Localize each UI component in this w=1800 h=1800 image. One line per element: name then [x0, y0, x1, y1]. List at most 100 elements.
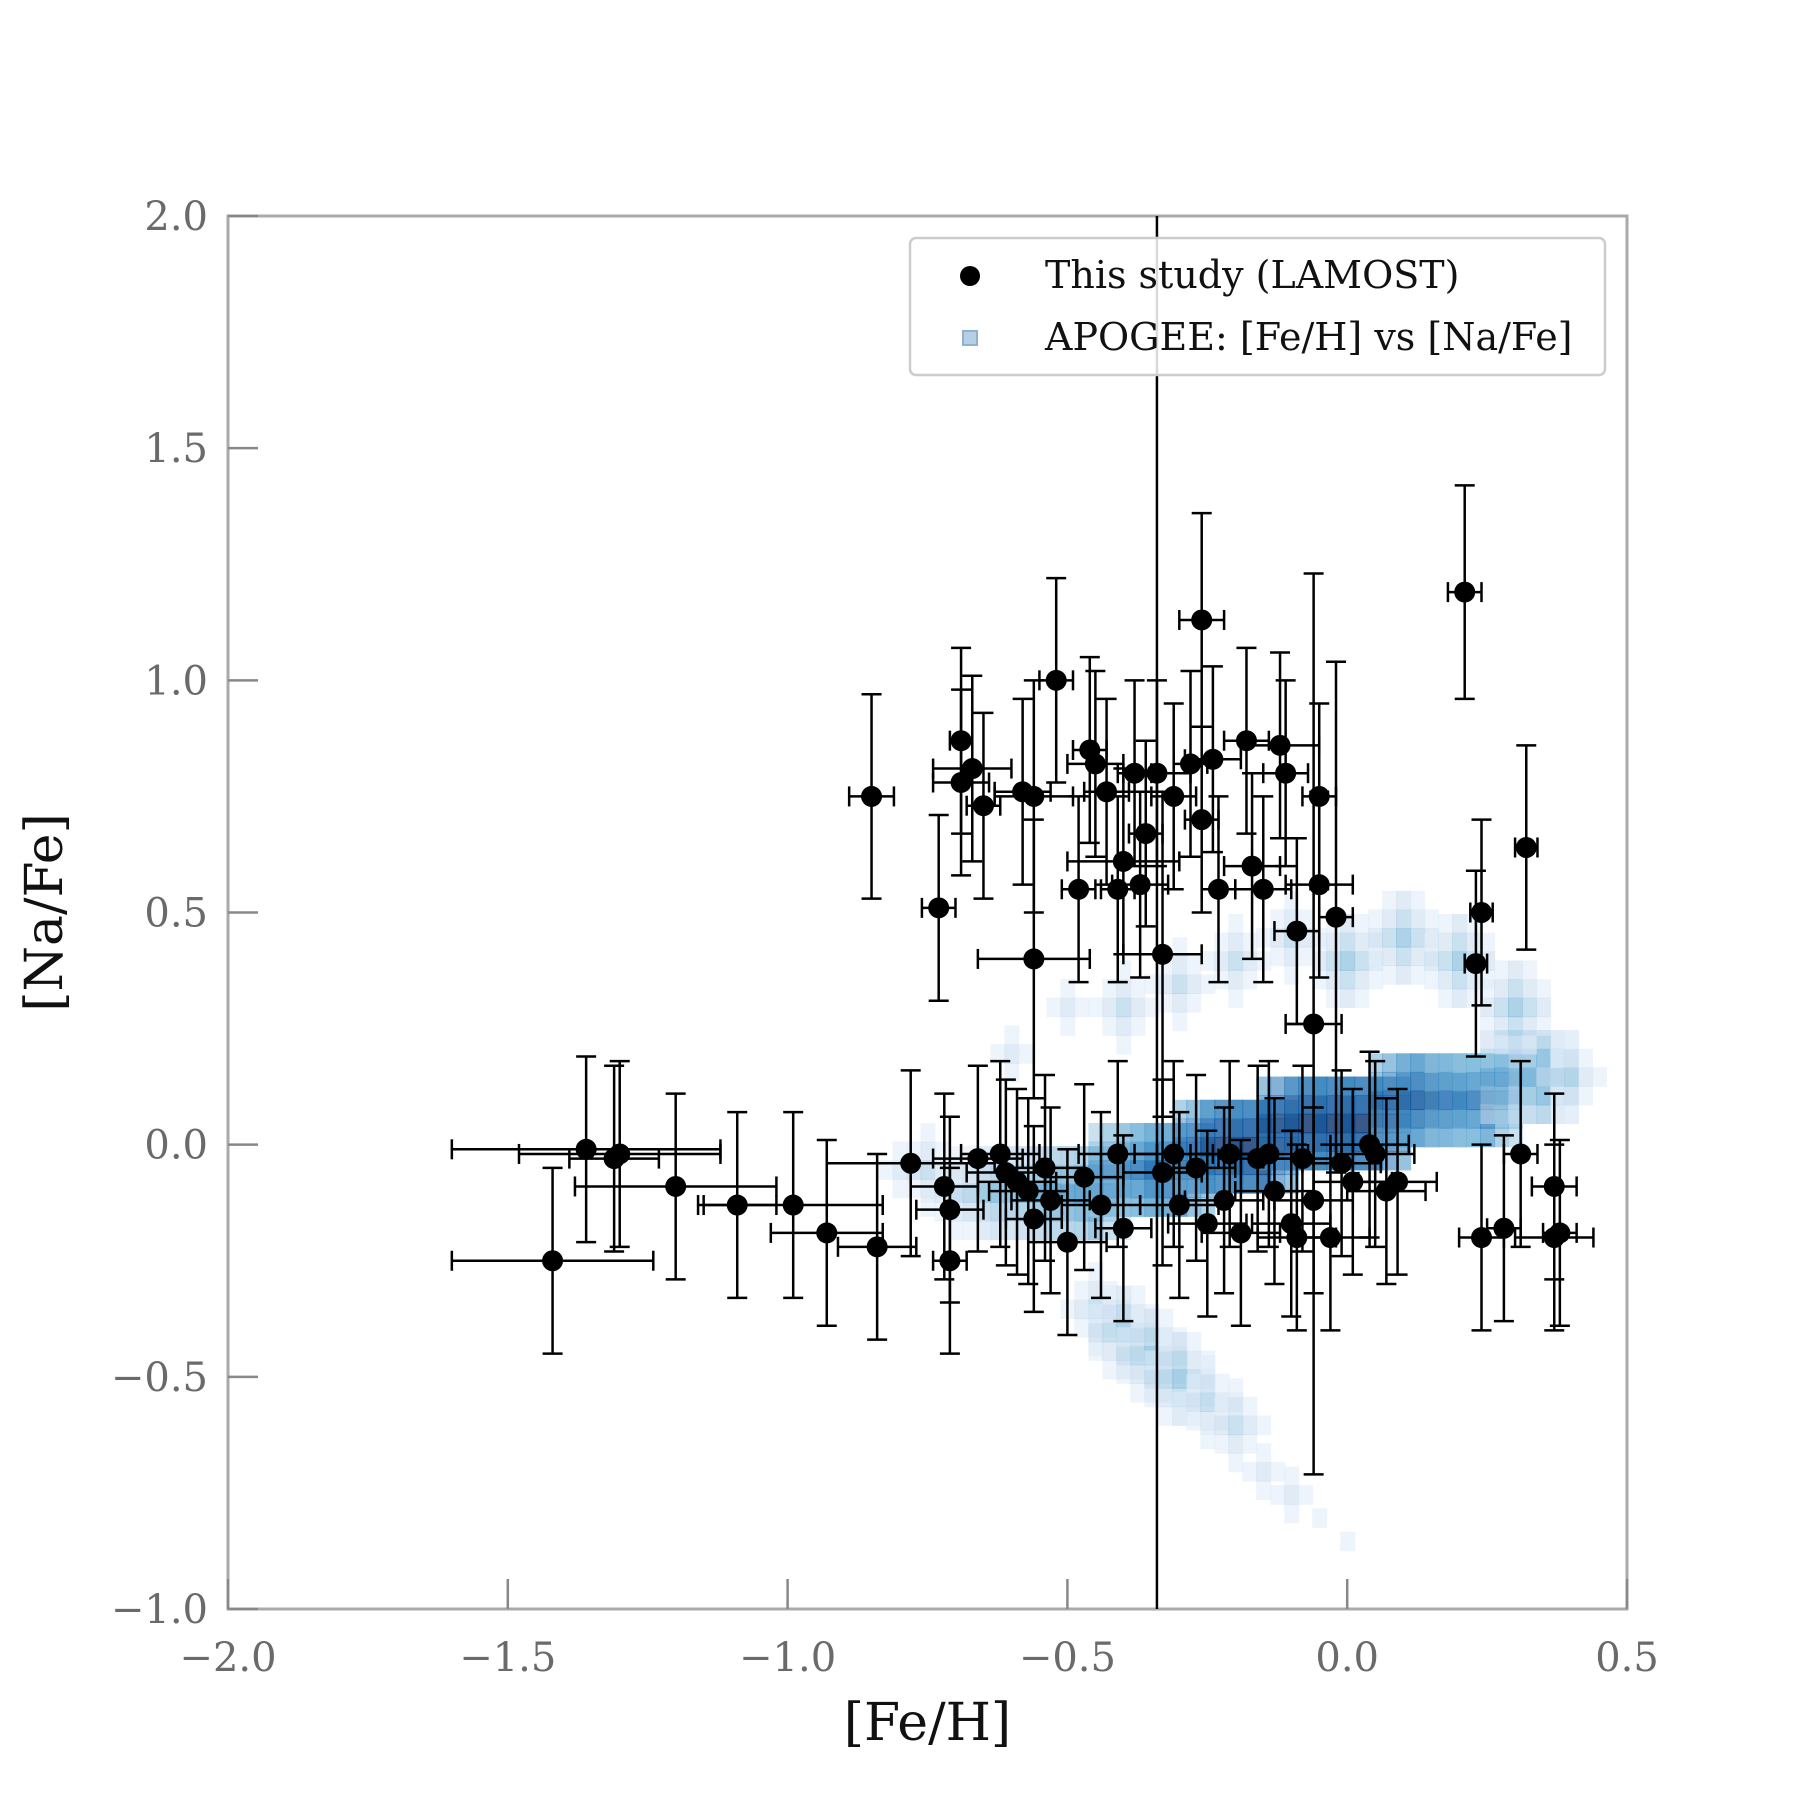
- apogee-density-cell: [1522, 1085, 1538, 1106]
- apogee-density-cell: [1536, 1104, 1552, 1124]
- y-tick-label: 0.0: [144, 1123, 208, 1169]
- apogee-density-cell: [1172, 992, 1188, 1013]
- apogee-density-cell: [1102, 1016, 1118, 1036]
- apogee-density-cell: [1452, 1053, 1468, 1073]
- apogee-density-cell: [1340, 932, 1356, 953]
- apogee-density-cell: [948, 1164, 964, 1185]
- apogee-density-cell: [1354, 951, 1370, 971]
- apogee-density-cell: [1144, 1141, 1160, 1162]
- lamost-point: [1180, 753, 1202, 775]
- apogee-density-cell: [1214, 1373, 1230, 1394]
- apogee-density-cell: [920, 1141, 936, 1162]
- lamost-point: [1308, 785, 1330, 807]
- apogee-density-cell: [1004, 1044, 1020, 1064]
- apogee-density-cell: [1186, 1099, 1202, 1120]
- x-tick-label: −1.0: [739, 1635, 836, 1681]
- apogee-density-cell: [1158, 992, 1174, 1013]
- apogee-density-cell: [1564, 1067, 1580, 1087]
- x-tick-label: 0.0: [1315, 1635, 1379, 1681]
- apogee-density-cell: [1410, 946, 1426, 967]
- legend-box: [908, 236, 1607, 377]
- apogee-density-cell: [1060, 1016, 1076, 1036]
- apogee-density-cell: [1536, 1067, 1552, 1087]
- apogee-density-cell: [1228, 1118, 1244, 1138]
- apogee-density-cell: [1018, 1044, 1034, 1064]
- apogee-density-cell: [1382, 1053, 1398, 1073]
- apogee-density-cell: [1004, 1062, 1020, 1083]
- lamost-point: [1202, 748, 1224, 770]
- apogee-density-cell: [1522, 1034, 1538, 1055]
- lamost-point: [1493, 1217, 1515, 1239]
- apogee-density-cell: [1130, 1141, 1146, 1162]
- apogee-density-cell: [1228, 1099, 1244, 1120]
- apogee-density-cell: [1368, 946, 1384, 967]
- apogee-density-cell: [948, 1146, 964, 1166]
- apogee-density-cell: [948, 1220, 964, 1241]
- lamost-point: [1129, 874, 1151, 896]
- apogee-density-cell: [1158, 1350, 1174, 1371]
- apogee-density-cell: [1480, 1067, 1496, 1087]
- apogee-density-cell: [1200, 1118, 1216, 1138]
- lamost-point: [1252, 878, 1274, 900]
- x-axis-label: [Fe/H]: [844, 1693, 1011, 1753]
- apogee-density-cell: [1424, 951, 1440, 971]
- apogee-density-cell: [1410, 890, 1426, 911]
- apogee-density-cell: [1508, 960, 1524, 981]
- lamost-point: [1096, 781, 1118, 803]
- apogee-density-cell: [1396, 1150, 1412, 1171]
- apogee-density-cell: [1214, 932, 1230, 953]
- apogee-density-cell: [1494, 960, 1510, 981]
- lamost-point: [1308, 874, 1330, 896]
- apogee-density-cell: [1018, 1146, 1034, 1166]
- apogee-density-cell: [1480, 1127, 1496, 1148]
- apogee-density-cell: [1200, 1373, 1216, 1394]
- apogee-density-cell: [1284, 1466, 1300, 1487]
- apogee-density-cell: [1368, 969, 1384, 990]
- apogee-density-cell: [1312, 1113, 1328, 1134]
- apogee-density-cell: [1452, 932, 1468, 953]
- apogee-density-cell: [1494, 1127, 1510, 1148]
- apogee-density-cell: [1354, 969, 1370, 990]
- apogee-density-cell: [1312, 1076, 1328, 1097]
- apogee-density-cell: [1312, 1132, 1328, 1152]
- apogee-density-cell: [1004, 1025, 1020, 1046]
- apogee-density-cell: [1186, 1118, 1202, 1138]
- apogee-density-cell: [1088, 1322, 1104, 1343]
- apogee-density-cell: [1172, 1011, 1188, 1032]
- apogee-density-cell: [1186, 974, 1202, 994]
- apogee-density-cell: [1466, 988, 1482, 1008]
- lamost-point: [1045, 669, 1067, 691]
- lamost-point: [1107, 878, 1129, 900]
- y-axis-label: [Na/Fe]: [15, 813, 75, 1012]
- apogee-density-cell: [1438, 988, 1454, 1008]
- apogee-density-cell: [1186, 1350, 1202, 1371]
- apogee-density-cell: [1396, 927, 1412, 948]
- apogee-density-cell: [1494, 979, 1510, 999]
- apogee-density-cell: [1326, 969, 1342, 990]
- apogee-density-cell: [1130, 1122, 1146, 1143]
- apogee-density-cell: [1130, 1383, 1146, 1403]
- apogee-density-cell: [1522, 1104, 1538, 1124]
- y-tick-label: 1.0: [144, 658, 208, 704]
- apogee-density-cell: [1256, 1076, 1272, 1097]
- apogee-density-cell: [1438, 914, 1454, 934]
- lamost-point: [1152, 1162, 1174, 1184]
- apogee-density-cell: [1228, 988, 1244, 1008]
- apogee-density-cell: [1102, 1285, 1118, 1306]
- apogee-density-cell: [1144, 997, 1160, 1018]
- apogee-density-cell: [1410, 1071, 1426, 1092]
- apogee-density-cell: [1144, 1308, 1160, 1329]
- apogee-density-cell: [1284, 1485, 1300, 1505]
- apogee-density-cell: [1158, 1331, 1174, 1352]
- apogee-density-cell: [1354, 988, 1370, 1008]
- apogee-density-cell: [1228, 1415, 1244, 1436]
- apogee-density-cell: [1186, 955, 1202, 976]
- apogee-density-cell: [1088, 1304, 1104, 1324]
- apogee-density-cell: [1438, 1090, 1454, 1111]
- apogee-density-cell: [1144, 1350, 1160, 1371]
- apogee-density-cell: [1242, 1174, 1258, 1194]
- apogee-density-cell: [1256, 1113, 1272, 1134]
- apogee-density-cell: [1522, 1016, 1538, 1036]
- apogee-density-cell: [1536, 1048, 1552, 1069]
- lamost-point: [866, 1236, 888, 1258]
